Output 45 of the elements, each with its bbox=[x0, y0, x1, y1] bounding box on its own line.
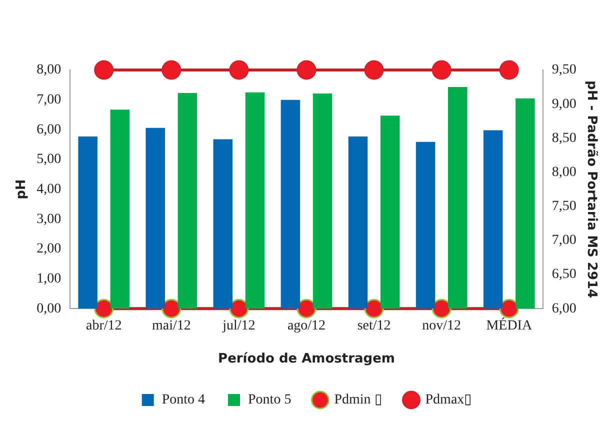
x-tick-label: nov/12 bbox=[422, 318, 462, 334]
legend-label: Pdmin ▯ bbox=[334, 392, 382, 408]
bar bbox=[380, 116, 400, 309]
y2-tick-label: 9,50 bbox=[552, 62, 576, 78]
bar bbox=[416, 142, 436, 309]
bar bbox=[448, 87, 468, 309]
y-tick-label: 7,00 bbox=[36, 92, 62, 108]
legend-label: Ponto 4 bbox=[162, 392, 206, 408]
x-tick-label: mai/12 bbox=[152, 318, 191, 334]
x-tick-label: set/12 bbox=[357, 318, 391, 334]
y-tick-label: 1,00 bbox=[36, 271, 62, 286]
bar bbox=[213, 139, 233, 309]
x-tick-label: abr/12 bbox=[86, 318, 122, 334]
y2-axis-title: pH - Padrão Portaria MS 2914 bbox=[584, 80, 599, 298]
bar bbox=[312, 94, 332, 309]
bar bbox=[146, 128, 165, 309]
y2-tick-label: 8,00 bbox=[552, 164, 576, 180]
y-tick-label: 3,00 bbox=[36, 212, 62, 227]
y2-tick-label: 6,50 bbox=[552, 267, 576, 282]
x-tick-label: jul/12 bbox=[222, 318, 256, 334]
legend-label: Pdmax▯ bbox=[425, 392, 472, 408]
bar bbox=[516, 98, 535, 309]
bar bbox=[78, 136, 98, 309]
bar bbox=[178, 92, 198, 309]
bar bbox=[110, 110, 130, 309]
y-tick-label: 2,00 bbox=[36, 242, 62, 257]
legend-label: Ponto 5 bbox=[248, 392, 292, 408]
y2-tick-label: 7,50 bbox=[552, 199, 576, 214]
y-axis-title: pH bbox=[14, 179, 30, 200]
bar bbox=[348, 136, 368, 309]
y2-tick-label: 9,00 bbox=[552, 96, 576, 112]
y-tick-label: 6,00 bbox=[36, 122, 62, 138]
x-tick-label: ago/12 bbox=[287, 318, 326, 334]
x-axis-title: Período de Amostragem bbox=[218, 352, 395, 367]
y-tick-label: 8,00 bbox=[36, 62, 62, 78]
bar bbox=[483, 130, 503, 309]
y2-tick-label: 6,00 bbox=[552, 301, 576, 316]
y-tick-label: 4,00 bbox=[36, 182, 62, 197]
y2-tick-label: 7,00 bbox=[552, 233, 576, 248]
bar bbox=[280, 100, 300, 309]
y2-tick-label: 8,50 bbox=[552, 130, 576, 146]
y-tick-label: 5,00 bbox=[36, 152, 62, 168]
y-tick-label: 0,00 bbox=[36, 301, 62, 316]
bar bbox=[245, 92, 265, 309]
x-tick-label: MÉDIA bbox=[486, 316, 533, 334]
